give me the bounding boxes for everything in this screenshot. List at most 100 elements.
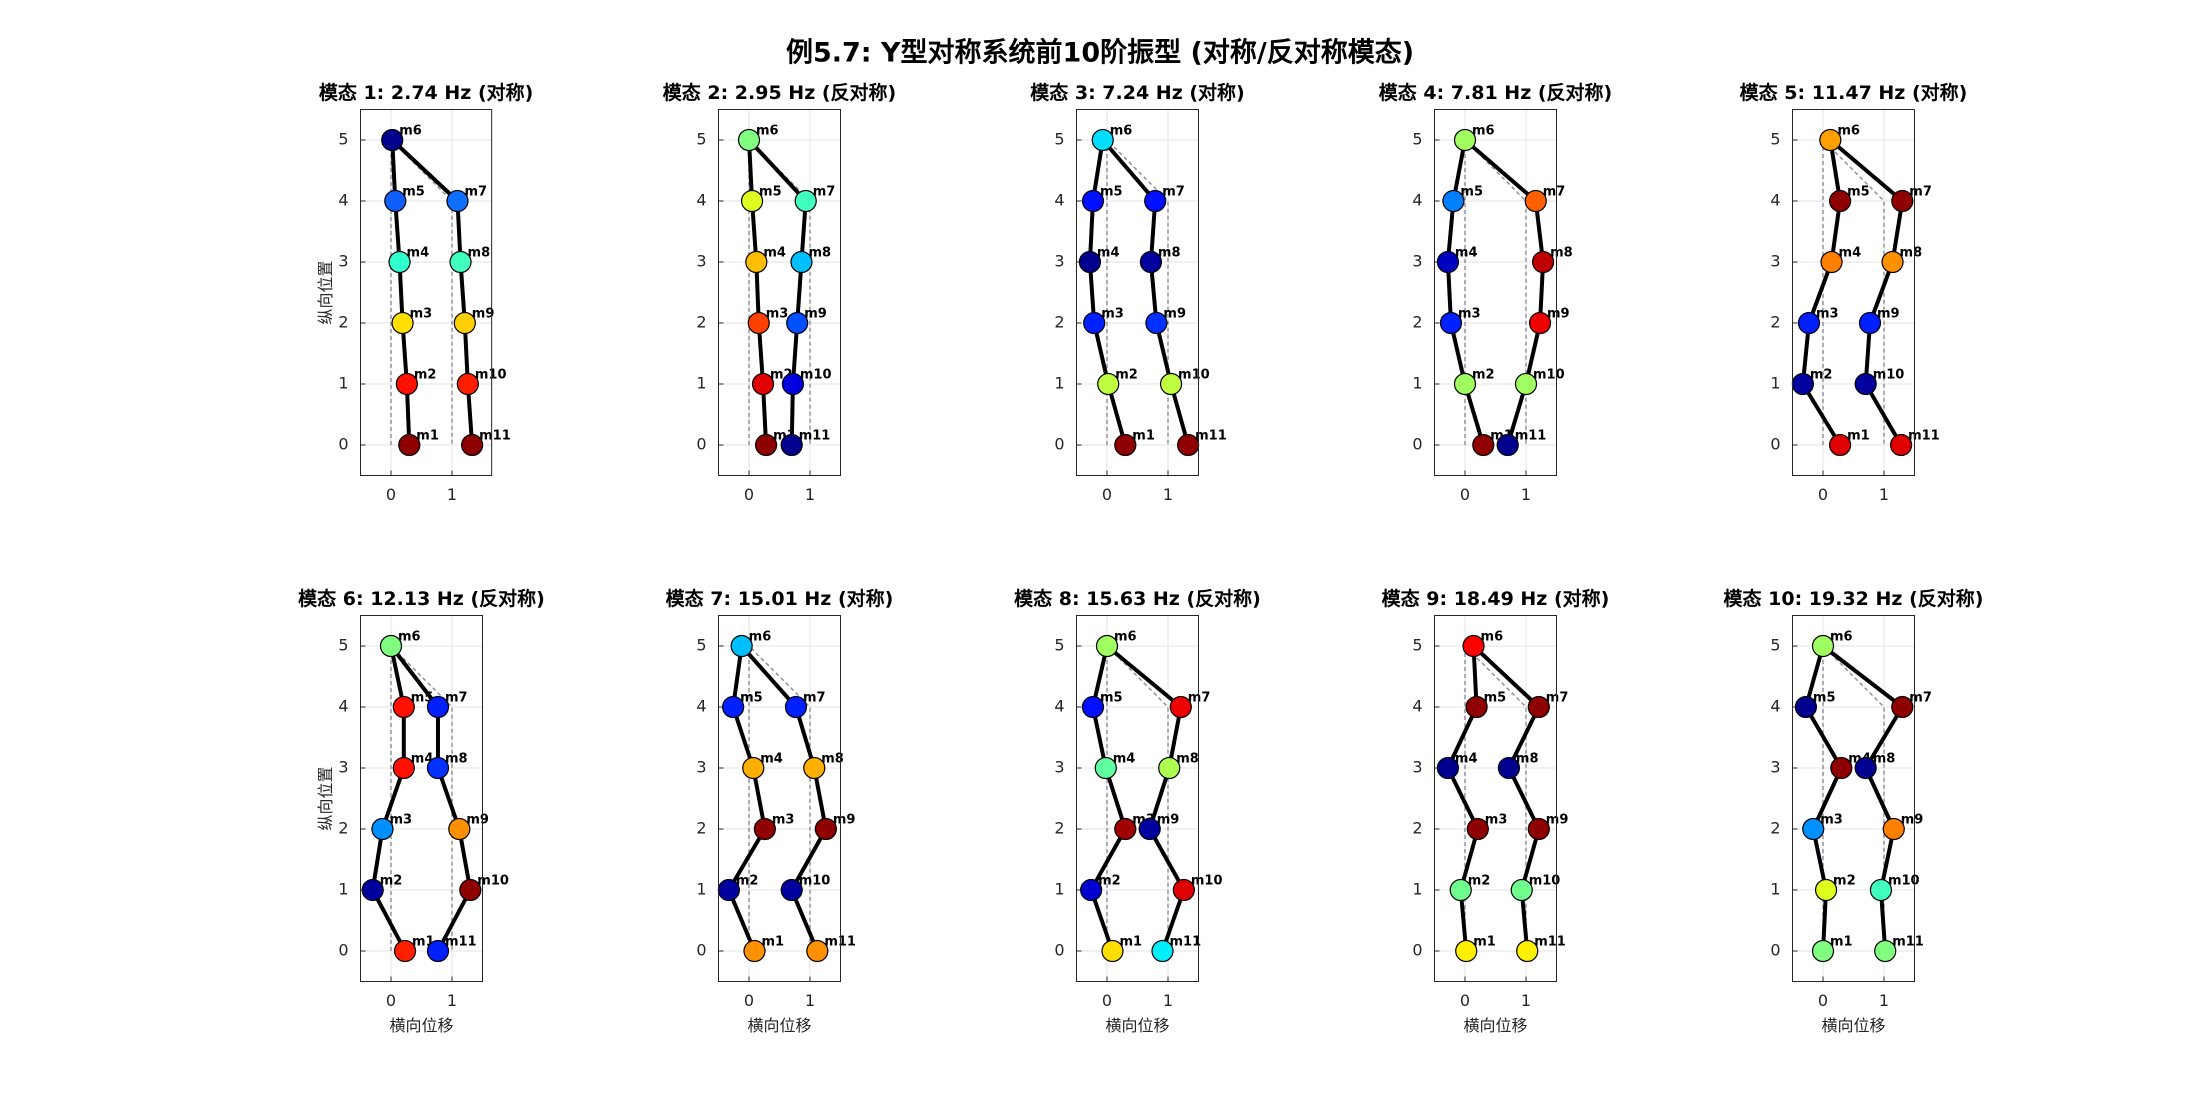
node-label: m1 <box>1132 429 1155 444</box>
y-tick-label: 0 <box>1412 435 1422 454</box>
node-label: m5 <box>402 185 425 200</box>
node-label: m11 <box>1534 935 1566 950</box>
node-marker <box>751 372 775 396</box>
node-label: m9 <box>1877 307 1900 322</box>
y-tick-label: 0 <box>338 941 348 960</box>
subplot-title: 模态 10: 19.32 Hz (反对称) <box>1724 587 1984 610</box>
node-label: m8 <box>1516 752 1539 767</box>
node-label: m6 <box>1481 630 1504 645</box>
y-tick-label: 5 <box>1770 130 1780 149</box>
node-marker <box>1442 189 1465 213</box>
node-marker <box>1139 250 1163 274</box>
node-label: m6 <box>1472 124 1495 139</box>
node-label: m4 <box>411 752 434 767</box>
node-marker <box>1496 433 1519 457</box>
node-label: m11 <box>1195 429 1227 444</box>
node-marker <box>1114 433 1137 457</box>
axes-frame <box>1792 615 1915 982</box>
node-marker <box>780 878 803 902</box>
y-tick-label: 4 <box>1054 697 1064 716</box>
node-label: m5 <box>1813 691 1836 706</box>
node-marker <box>1169 695 1192 719</box>
node-label: m2 <box>1115 368 1138 383</box>
node-marker <box>1874 939 1897 963</box>
node-label: m9 <box>1157 813 1180 828</box>
node-label: m10 <box>475 368 507 383</box>
x-axis-label: 横向位移 <box>389 1016 453 1035</box>
node-marker <box>753 817 776 841</box>
node-marker <box>392 695 415 719</box>
node-marker <box>745 250 768 274</box>
y-tick-label: 2 <box>1054 819 1064 838</box>
node-marker <box>426 756 450 780</box>
x-tick-label: 1 <box>1879 485 1889 504</box>
node-marker <box>1497 756 1521 780</box>
node-marker <box>1436 756 1460 780</box>
x-tick-label: 0 <box>1102 485 1112 504</box>
node-label: m7 <box>813 185 836 200</box>
node-marker <box>1854 372 1877 396</box>
node-marker <box>398 433 421 457</box>
node-marker <box>1449 878 1472 902</box>
node-label: m1 <box>1119 935 1142 950</box>
y-tick-label: 0 <box>1412 941 1422 960</box>
x-tick-label: 0 <box>1460 485 1470 504</box>
y-tick-label: 1 <box>1770 880 1780 899</box>
node-marker <box>388 250 411 274</box>
subplot-title: 模态 4: 7.81 Hz (反对称) <box>1379 81 1612 104</box>
node-label: m10 <box>1529 874 1561 889</box>
y-tick-label: 3 <box>1054 252 1064 271</box>
y-tick-label: 2 <box>696 819 706 838</box>
node-label: m7 <box>1188 691 1211 706</box>
node-marker <box>1145 311 1168 335</box>
y-tick-label: 2 <box>1770 313 1780 332</box>
node-marker <box>1172 878 1195 902</box>
node-label: m1 <box>1847 429 1870 444</box>
node-label: m5 <box>1100 185 1123 200</box>
y-tick-label: 0 <box>1054 435 1064 454</box>
node-marker <box>1101 939 1124 963</box>
y-tick-label: 3 <box>696 758 706 777</box>
node-label: m3 <box>1101 307 1124 322</box>
y-tick-label: 3 <box>1412 758 1422 777</box>
axes-frame <box>360 109 493 476</box>
node-marker <box>459 878 482 902</box>
node-label: m9 <box>1901 813 1924 828</box>
x-axis-label: 横向位移 <box>1105 1016 1169 1035</box>
x-tick-label: 1 <box>1879 991 1889 1010</box>
node-label: m6 <box>1830 630 1853 645</box>
y-tick-label: 2 <box>338 819 348 838</box>
subplot-title: 模态 5: 11.47 Hz (对称) <box>1740 81 1968 104</box>
node-marker <box>1516 939 1539 963</box>
y-tick-label: 0 <box>338 435 348 454</box>
y-tick-label: 3 <box>1770 758 1780 777</box>
node-label: m8 <box>1158 246 1181 261</box>
node-label: m5 <box>1847 185 1870 200</box>
y-tick-label: 2 <box>1054 313 1064 332</box>
x-tick-label: 1 <box>805 991 815 1010</box>
node-marker <box>1151 939 1174 963</box>
y-tick-label: 2 <box>696 313 706 332</box>
node-marker <box>806 939 829 963</box>
y-tick-label: 2 <box>1770 819 1780 838</box>
axes-background <box>1434 615 1557 982</box>
y-tick-label: 5 <box>696 130 706 149</box>
x-tick-label: 0 <box>1818 485 1828 504</box>
node-label: m7 <box>803 691 826 706</box>
node-marker <box>453 311 476 335</box>
y-tick-label: 3 <box>1412 252 1422 271</box>
y-tick-label: 5 <box>338 130 348 149</box>
node-marker <box>742 756 765 780</box>
node-marker <box>743 939 766 963</box>
node-label: m8 <box>445 752 468 767</box>
node-marker <box>1882 817 1905 841</box>
node-label: m10 <box>1533 368 1565 383</box>
subplot-title: 模态 3: 7.24 Hz (对称) <box>1030 81 1244 104</box>
y-tick-label: 4 <box>338 191 348 210</box>
axes-frame <box>1076 109 1199 476</box>
node-label: m8 <box>1176 752 1199 767</box>
node-label: m2 <box>1098 874 1121 889</box>
node-marker <box>1453 372 1477 396</box>
node-label: m5 <box>1100 691 1123 706</box>
y-tick-label: 5 <box>1770 636 1780 655</box>
